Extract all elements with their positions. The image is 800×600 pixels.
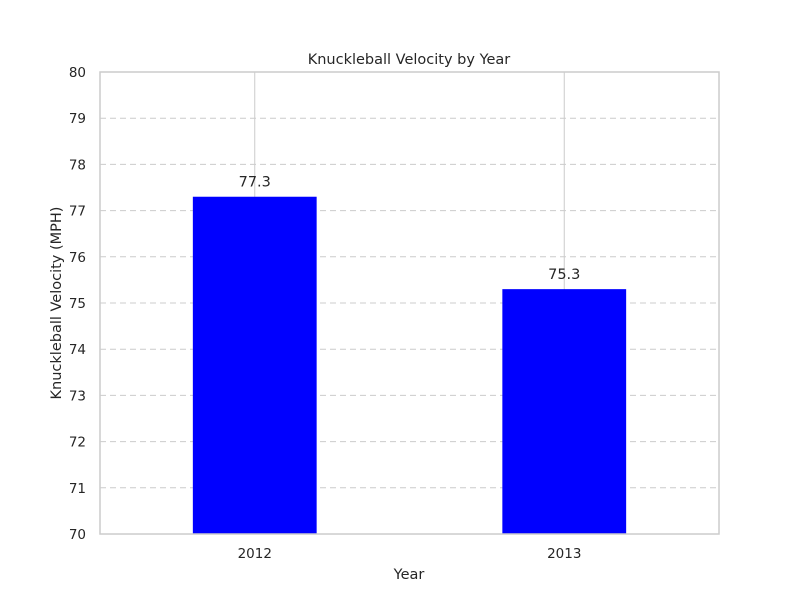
y-tick-label: 74: [69, 342, 86, 358]
y-tick-label: 79: [69, 111, 86, 127]
data-label-2012: 77.3: [239, 175, 271, 191]
y-tick-label: 71: [69, 481, 86, 497]
axes: [99, 71, 720, 535]
y-axis-label: Knuckleball Velocity (MPH): [49, 207, 65, 400]
y-tick-label: 75: [69, 296, 86, 312]
data-label-2013: 75.3: [548, 267, 580, 283]
labels: 77.3 75.3 70 71 72 73 74 75 76 77 78 79 80 2012 2013: [69, 65, 582, 562]
y-tick-label: 80: [69, 65, 86, 81]
y-tick-label: 76: [69, 250, 86, 266]
chart-title: Knuckleball Velocity by Year: [308, 52, 511, 68]
y-tick-label: 73: [69, 388, 86, 404]
y-tick-label: 77: [69, 204, 86, 220]
x-tick-label: 2013: [547, 546, 581, 562]
bars: [192, 196, 627, 535]
bar-2013: [502, 289, 627, 534]
y-tick-label: 70: [69, 527, 86, 543]
bar-2012: [192, 196, 317, 535]
plot-frame: [99, 71, 720, 535]
y-tick-label: 72: [69, 435, 86, 451]
x-tick-label: 2012: [238, 546, 272, 562]
x-axis-label: Year: [393, 567, 425, 583]
y-tick-label: 78: [69, 157, 86, 173]
